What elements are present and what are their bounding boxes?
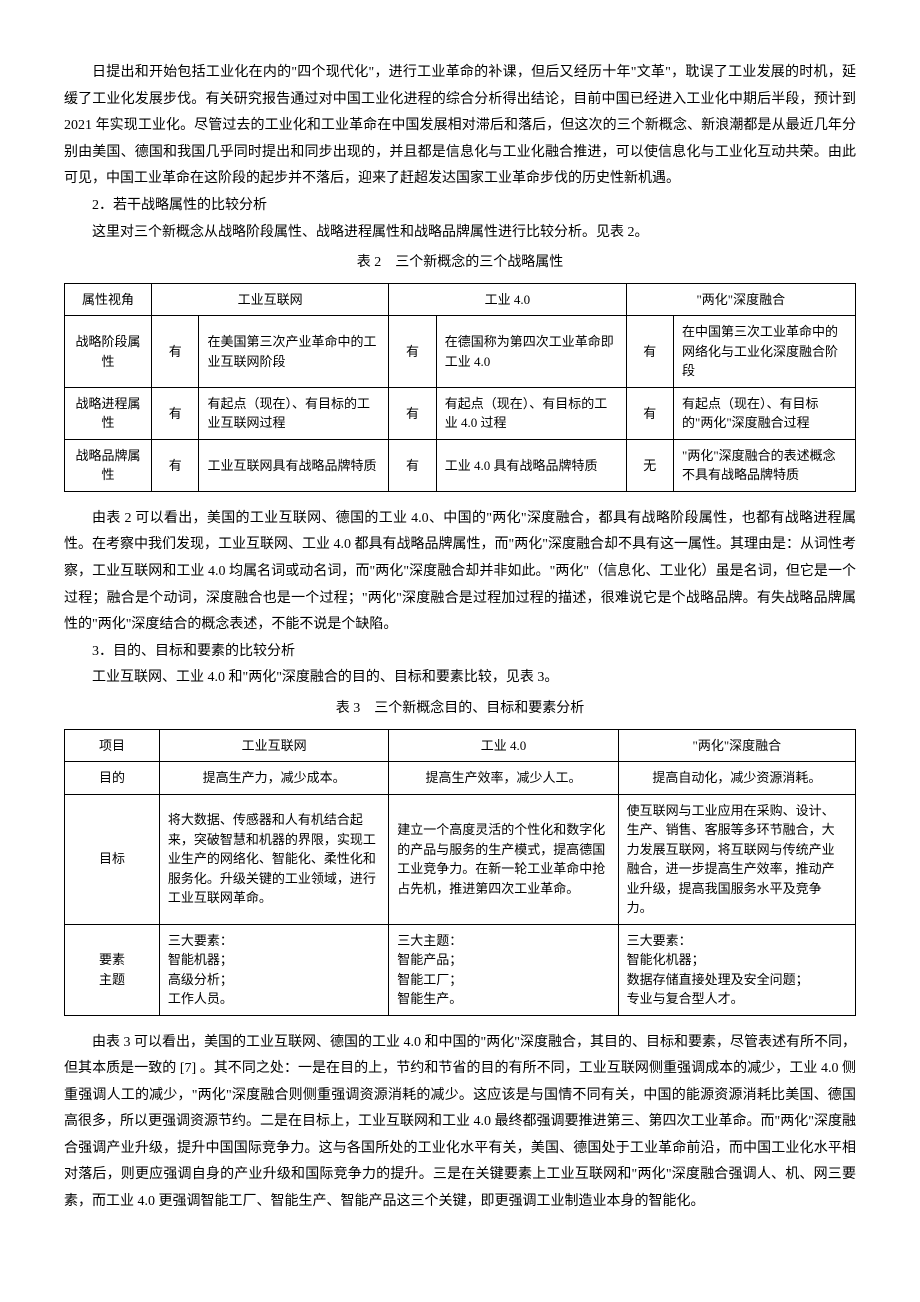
table3-caption: 表 3 三个新概念目的、目标和要素分析 bbox=[64, 696, 856, 723]
section-3-lead: 工业互联网、工业 4.0 和"两化"深度融合的目的、目标和要素比较，见表 3。 bbox=[64, 665, 856, 692]
t2-r0-b-desc: 在德国称为第四次工业革命即工业 4.0 bbox=[436, 316, 626, 388]
t2-r1-b-desc: 有起点（现在）、有目标的工业 4.0 过程 bbox=[436, 387, 626, 439]
t3-h2: 工业 4.0 bbox=[389, 729, 618, 762]
t3-purpose-a: 提高生产力，减少成本。 bbox=[159, 762, 388, 795]
t2-r2-c-desc: "两化"深度融合的表述概念不具有战略品牌特质 bbox=[674, 439, 856, 491]
t2-r0-c-desc: 在中国第三次工业革命中的网络化与工业化深度融合阶段 bbox=[674, 316, 856, 388]
table-row: 战略进程属性 有 有起点（现在）、有目标的工业互联网过程 有 有起点（现在）、有… bbox=[65, 387, 856, 439]
t2-r0-b-has: 有 bbox=[389, 316, 436, 388]
section-2-lead: 这里对三个新概念从战略阶段属性、战略进程属性和战略品牌属性进行比较分析。见表 2… bbox=[64, 220, 856, 247]
t2-r2-b-has: 有 bbox=[389, 439, 436, 491]
t3-purpose-label: 目的 bbox=[65, 762, 160, 795]
t2-r1-label: 战略进程属性 bbox=[65, 387, 152, 439]
table2: 属性视角 工业互联网 工业 4.0 "两化"深度融合 战略阶段属性 有 在美国第… bbox=[64, 283, 856, 492]
table-row: 目标 将大数据、传感器和人有机结合起来，突破智慧和机器的界限，实现工业生产的网络… bbox=[65, 794, 856, 924]
t2-r2-a-has: 有 bbox=[152, 439, 199, 491]
section-2-head: 2．若干战略属性的比较分析 bbox=[64, 193, 856, 220]
t3-h3: "两化"深度融合 bbox=[618, 729, 855, 762]
t2-h2: 工业 4.0 bbox=[389, 283, 626, 316]
t2-r1-c-desc: 有起点（现在）、有目标的"两化"深度融合过程 bbox=[674, 387, 856, 439]
t2-r0-label: 战略阶段属性 bbox=[65, 316, 152, 388]
t3-elem-a: 三大要素： 智能机器； 高级分析； 工作人员。 bbox=[159, 924, 388, 1015]
t2-r2-b-desc: 工业 4.0 具有战略品牌特质 bbox=[436, 439, 626, 491]
t2-r2-label: 战略品牌属性 bbox=[65, 439, 152, 491]
section-3-head: 3．目的、目标和要素的比较分析 bbox=[64, 639, 856, 666]
t2-r0-a-desc: 在美国第三次产业革命中的工业互联网阶段 bbox=[199, 316, 389, 388]
t3-goal-c: 使互联网与工业应用在采购、设计、生产、销售、客服等多环节融合，大力发展互联网，将… bbox=[618, 794, 855, 924]
t2-r0-c-has: 有 bbox=[626, 316, 673, 388]
table2-caption: 表 2 三个新概念的三个战略属性 bbox=[64, 250, 856, 277]
t3-goal-a: 将大数据、传感器和人有机结合起来，突破智慧和机器的界限，实现工业生产的网络化、智… bbox=[159, 794, 388, 924]
t2-r1-c-has: 有 bbox=[626, 387, 673, 439]
t2-r1-a-desc: 有起点（现在）、有目标的工业互联网过程 bbox=[199, 387, 389, 439]
t3-elem-c: 三大要素： 智能化机器； 数据存储直接处理及安全问题； 专业与复合型人才。 bbox=[618, 924, 855, 1015]
t2-r0-a-has: 有 bbox=[152, 316, 199, 388]
table2-header-row: 属性视角 工业互联网 工业 4.0 "两化"深度融合 bbox=[65, 283, 856, 316]
t2-h0: 属性视角 bbox=[65, 283, 152, 316]
after-table2-paragraph: 由表 2 可以看出，美国的工业互联网、德国的工业 4.0、中国的"两化"深度融合… bbox=[64, 506, 856, 639]
t3-h1: 工业互联网 bbox=[159, 729, 388, 762]
t2-r2-a-desc: 工业互联网具有战略品牌特质 bbox=[199, 439, 389, 491]
t3-elem-b: 三大主题： 智能产品； 智能工厂； 智能生产。 bbox=[389, 924, 618, 1015]
table-row: 战略阶段属性 有 在美国第三次产业革命中的工业互联网阶段 有 在德国称为第四次工… bbox=[65, 316, 856, 388]
t2-h1: 工业互联网 bbox=[152, 283, 389, 316]
t2-r1-b-has: 有 bbox=[389, 387, 436, 439]
t2-r2-c-has: 无 bbox=[626, 439, 673, 491]
t3-purpose-c: 提高自动化，减少资源消耗。 bbox=[618, 762, 855, 795]
table3-header-row: 项目 工业互联网 工业 4.0 "两化"深度融合 bbox=[65, 729, 856, 762]
t3-goal-label: 目标 bbox=[65, 794, 160, 924]
t3-goal-b: 建立一个高度灵活的个性化和数字化的产品与服务的生产模式，提高德国工业竞争力。在新… bbox=[389, 794, 618, 924]
table3: 项目 工业互联网 工业 4.0 "两化"深度融合 目的 提高生产力，减少成本。 … bbox=[64, 729, 856, 1016]
table-row: 目的 提高生产力，减少成本。 提高生产效率，减少人工。 提高自动化，减少资源消耗… bbox=[65, 762, 856, 795]
table-row: 要素 主题 三大要素： 智能机器； 高级分析； 工作人员。 三大主题： 智能产品… bbox=[65, 924, 856, 1015]
table-row: 战略品牌属性 有 工业互联网具有战略品牌特质 有 工业 4.0 具有战略品牌特质… bbox=[65, 439, 856, 491]
t2-r1-a-has: 有 bbox=[152, 387, 199, 439]
after-table3-paragraph: 由表 3 可以看出，美国的工业互联网、德国的工业 4.0 和中国的"两化"深度融… bbox=[64, 1030, 856, 1216]
t3-h0: 项目 bbox=[65, 729, 160, 762]
t3-elem-label: 要素 主题 bbox=[65, 924, 160, 1015]
t3-purpose-b: 提高生产效率，减少人工。 bbox=[389, 762, 618, 795]
t2-h3: "两化"深度融合 bbox=[626, 283, 855, 316]
intro-paragraph: 日提出和开始包括工业化在内的"四个现代化"，进行工业革命的补课，但后又经历十年"… bbox=[64, 60, 856, 193]
